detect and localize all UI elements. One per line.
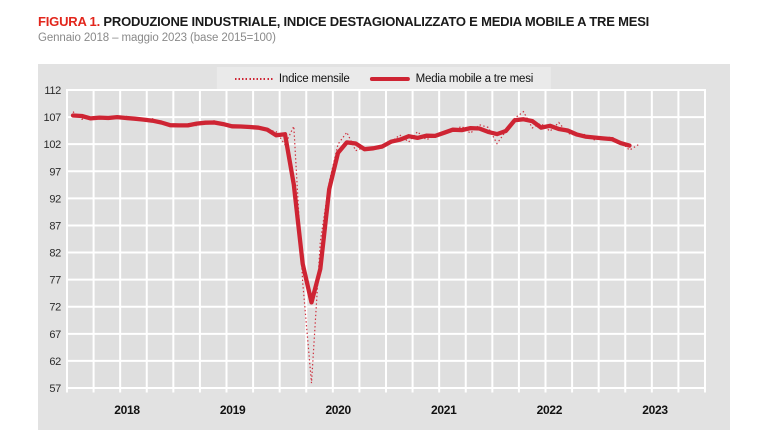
y-axis-label: 107 [44,112,62,124]
y-axis-label: 72 [49,302,61,314]
x-axis-year-label: 2021 [431,403,457,417]
y-axis-label: 82 [49,248,61,260]
y-axis-label: 62 [49,356,61,368]
x-axis-year-label: 2023 [642,403,668,417]
figure-title: FIGURA 1. PRODUZIONE INDUSTRIALE, INDICE… [38,14,738,29]
figure-title-text: PRODUZIONE INDUSTRIALE, INDICE DESTAGION… [100,14,650,29]
legend-item-monthly-index: Indice mensile [234,73,350,85]
legend-item-moving-average: Media mobile a tre mesi [369,73,534,85]
y-axis-label: 87 [49,220,61,232]
figure-header: FIGURA 1. PRODUZIONE INDUSTRIALE, INDICE… [38,14,738,44]
x-axis-year-label: 2022 [537,403,563,417]
y-axis-label: 67 [49,329,61,341]
legend-label-moving-average: Media mobile a tre mesi [415,73,534,85]
chart-legend: Indice mensile Media mobile a tre mesi [216,67,552,91]
solid-line-sample-icon [369,77,410,81]
y-axis-label: 77 [49,275,61,287]
figure-number: FIGURA 1. [38,14,101,29]
legend-label-monthly-index: Indice mensile [278,73,350,85]
x-axis-year-label: 2020 [325,403,351,417]
y-axis-label: 57 [49,383,61,395]
moving-average-line [70,113,632,305]
y-axis-label: 97 [49,166,61,178]
y-axis-label: 102 [44,139,62,151]
x-axis-year-label: 2018 [114,403,140,417]
y-axis-label: 112 [44,85,61,97]
plot-border [66,89,706,389]
x-axis-year-label: 2019 [220,403,246,417]
y-axis-label: 92 [49,193,61,205]
figure-subtitle: Gennaio 2018 – maggio 2023 (base 2015=10… [38,32,276,44]
dotted-line-sample-icon [234,78,273,80]
